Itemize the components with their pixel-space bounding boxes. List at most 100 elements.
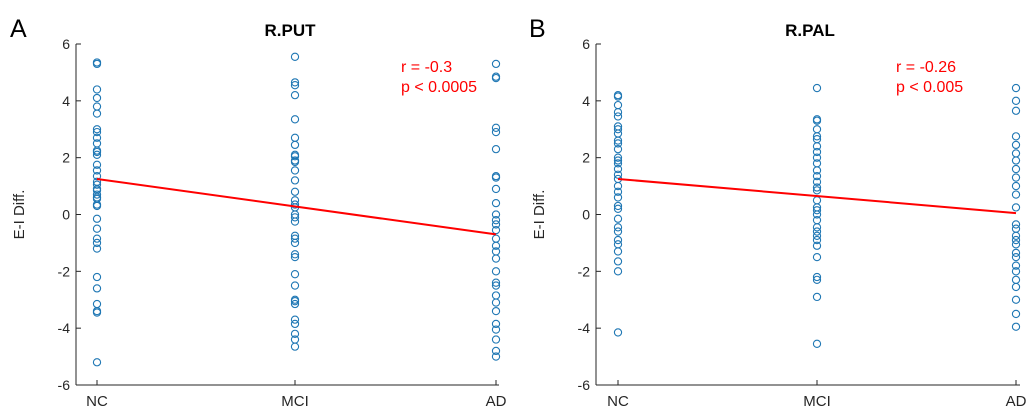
data-point — [290, 78, 300, 87]
data-point — [812, 210, 822, 219]
data-point — [290, 319, 300, 329]
data-point — [92, 358, 102, 367]
data-point — [613, 159, 623, 168]
data-point — [290, 342, 300, 351]
data-point — [491, 281, 501, 290]
data-point — [613, 235, 623, 245]
data-point — [290, 213, 300, 222]
y-tick-label: -6 — [578, 377, 591, 393]
data-point — [491, 346, 501, 356]
data-point — [290, 281, 300, 290]
data-point — [491, 198, 501, 208]
data-point — [812, 83, 822, 93]
data-point — [812, 166, 822, 175]
y-axis-label: E-I Diff. — [11, 190, 28, 240]
data-point — [491, 127, 501, 137]
data-point — [613, 125, 623, 134]
data-point — [613, 223, 623, 232]
data-point — [613, 328, 623, 337]
data-point — [613, 227, 623, 236]
data-point — [491, 123, 501, 132]
stats-annotation: r = -0.3 — [401, 59, 452, 76]
data-point — [1011, 132, 1021, 141]
data-point — [613, 181, 623, 191]
data-point — [290, 238, 300, 248]
y-tick-label: 6 — [582, 36, 590, 52]
data-point — [491, 278, 501, 287]
x-tick-label: NC — [86, 393, 108, 410]
y-tick-label: 2 — [582, 150, 590, 166]
data-point — [812, 142, 822, 151]
data-point — [491, 267, 501, 276]
data-point — [290, 152, 300, 161]
y-tick-label: 2 — [62, 150, 70, 166]
regression-line — [96, 177, 497, 236]
data-point — [812, 153, 822, 162]
data-point — [1011, 149, 1021, 158]
data-point — [1011, 295, 1021, 304]
data-point — [1011, 240, 1021, 249]
data-point — [290, 157, 300, 167]
data-point — [491, 59, 501, 69]
data-point — [491, 319, 501, 329]
data-point — [812, 206, 822, 215]
data-point — [491, 241, 501, 250]
data-point — [1011, 224, 1021, 233]
data-point — [1011, 164, 1021, 174]
data-point — [290, 140, 300, 150]
data-point — [1011, 106, 1021, 115]
data-point — [613, 257, 623, 266]
data-point — [92, 201, 102, 211]
data-point — [92, 102, 102, 111]
stats-annotation: p < 0.005 — [896, 79, 963, 96]
y-tick-label: -2 — [578, 263, 591, 279]
data-point — [491, 325, 501, 334]
x-tick-label: NC — [607, 393, 629, 410]
data-point — [812, 339, 822, 348]
data-point — [290, 187, 300, 196]
data-point — [613, 153, 623, 162]
data-point — [92, 234, 102, 243]
data-point — [613, 139, 623, 148]
data-point — [290, 297, 300, 306]
chart-title: R.PAL — [785, 21, 835, 40]
data-point — [290, 234, 300, 243]
data-point — [1011, 231, 1021, 240]
data-point — [92, 150, 102, 159]
stats-annotation: p < 0.0005 — [401, 79, 477, 96]
data-point — [290, 329, 300, 338]
data-point — [290, 91, 300, 100]
data-point — [491, 73, 501, 83]
data-point — [1011, 267, 1021, 276]
data-point — [1011, 181, 1021, 191]
data-point — [812, 272, 822, 282]
data-point — [92, 224, 102, 233]
data-point — [290, 252, 300, 262]
data-point — [491, 254, 501, 263]
data-point — [613, 100, 623, 110]
data-point — [812, 275, 822, 285]
data-point — [1011, 156, 1021, 165]
y-axis-label: E-I Diff. — [531, 190, 548, 240]
data-point — [613, 247, 623, 256]
data-point — [812, 116, 822, 125]
data-point — [491, 291, 501, 300]
data-point — [491, 234, 501, 243]
y-tick-label: -2 — [58, 263, 71, 279]
data-point — [92, 238, 102, 248]
data-point — [491, 216, 501, 225]
data-point — [92, 125, 102, 134]
data-point — [92, 244, 102, 253]
data-point — [613, 144, 623, 154]
data-point — [491, 352, 501, 361]
data-point — [92, 272, 102, 282]
y-tick-label: 6 — [62, 36, 70, 52]
y-tick-label: -4 — [58, 320, 71, 336]
y-tick-label: 0 — [62, 207, 70, 223]
data-point — [92, 308, 102, 317]
data-point — [290, 217, 300, 226]
chart-title: R.PUT — [265, 21, 317, 40]
data-point — [1011, 282, 1021, 292]
data-point — [812, 125, 822, 134]
